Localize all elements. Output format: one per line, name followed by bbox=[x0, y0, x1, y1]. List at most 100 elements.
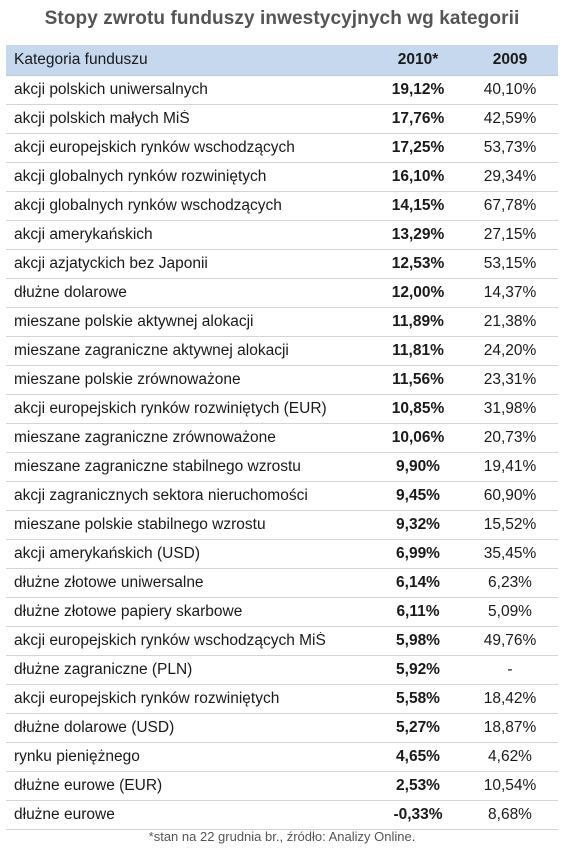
table-row: akcji amerykańskich (USD) 6,99% 35,45% bbox=[6, 540, 558, 569]
value-2010-cell: 19,12% bbox=[391, 81, 445, 98]
value-2010-cell: 12,00% bbox=[391, 284, 445, 301]
category-cell: akcji europejskich rynków rozwiniętych bbox=[14, 690, 280, 707]
table-row: mieszane polskie stabilnego wzrostu 9,32%… bbox=[6, 511, 558, 540]
table-row: akcji europejskich rynków wschodzących 17… bbox=[6, 134, 558, 163]
value-2010-cell: 11,89% bbox=[392, 313, 444, 330]
value-2009-cell: 18,87% bbox=[483, 719, 537, 736]
value-2009-cell: 18,42% bbox=[483, 690, 537, 707]
table-row: akcji zagranicznych sektora nieruchomośc… bbox=[6, 482, 558, 511]
table-row: mieszane zagraniczne stabilnego wzrostu 9… bbox=[6, 453, 558, 482]
category-cell: mieszane zagraniczne aktywnej alokacji bbox=[14, 342, 289, 359]
value-2009-cell: 4,62% bbox=[488, 748, 532, 765]
category-cell: akcji globalnych rynków rozwiniętych bbox=[14, 168, 267, 185]
category-cell: mieszane zagraniczne stabilnego wzrostu bbox=[14, 458, 301, 475]
table-row: akcji globalnych rynków rozwiniętych 16,1… bbox=[6, 163, 558, 192]
value-2010-cell: 12,53% bbox=[391, 255, 445, 272]
category-cell: dłużne dolarowe (USD) bbox=[14, 719, 175, 736]
value-2010-cell: 5,98% bbox=[396, 632, 440, 649]
table-header: Kategoria funduszu 2010* 2009 bbox=[6, 45, 558, 76]
value-2009-cell: 10,54% bbox=[483, 777, 537, 794]
category-cell: dłużne złotowe uniwersalne bbox=[14, 574, 204, 591]
value-2009-cell: 31,98% bbox=[483, 400, 537, 417]
category-cell: dłużne zagraniczne (PLN) bbox=[14, 661, 193, 678]
table-title: Stopy zwrotu funduszy inwestycyjnych wg … bbox=[44, 8, 520, 29]
category-cell: dłużne eurowe bbox=[14, 806, 115, 823]
value-2009-cell: 27,15% bbox=[483, 226, 537, 243]
value-2010-cell: 16,10% bbox=[391, 168, 445, 185]
header-2009: 2009 bbox=[492, 51, 528, 68]
value-2010-cell: 6,14% bbox=[396, 574, 440, 591]
value-2009-cell: 53,15% bbox=[483, 255, 537, 272]
category-cell: akcji europejskich rynków wschodzących bbox=[14, 139, 295, 156]
table-row: dłużne eurowe -0,33% 8,68% bbox=[6, 801, 558, 830]
table-row: mieszane polskie zrównoważone 11,56% 23,31… bbox=[6, 366, 558, 395]
category-cell: akcji zagranicznych sektora nieruchomośc… bbox=[14, 487, 308, 504]
category-cell: mieszane polskie aktywnej alokacji bbox=[14, 313, 254, 330]
table-row: dłużne złotowe uniwersalne 6,14% 6,23% bbox=[6, 569, 558, 598]
value-2010-cell: 5,92% bbox=[396, 661, 440, 678]
value-2010-cell: 10,85% bbox=[391, 400, 445, 417]
value-2010-cell: 14,15% bbox=[391, 197, 445, 214]
value-2009-cell: 8,68% bbox=[488, 806, 532, 823]
value-2009-cell: 21,38% bbox=[483, 313, 537, 330]
value-2009-cell: 29,34% bbox=[483, 168, 537, 185]
table-row: akcji azjatyckich bez Japonii 12,53% 53,15… bbox=[6, 250, 558, 279]
footnote: *stan na 22 grudnia br., źródło: Analizy… bbox=[148, 829, 416, 844]
value-2009-cell: 23,31% bbox=[483, 371, 537, 388]
value-2009-cell: 14,37% bbox=[483, 284, 537, 301]
category-cell: akcji azjatyckich bez Japonii bbox=[14, 255, 208, 272]
category-cell: rynku pieniężnego bbox=[14, 748, 140, 765]
table-row: dłużne zagraniczne (PLN) 5,92% - bbox=[6, 656, 558, 685]
category-cell: akcji globalnych rynków wschodzących bbox=[14, 197, 282, 214]
table-row: akcji europejskich rynków wschodzących M… bbox=[6, 627, 558, 656]
table-row: dłużne dolarowe 12,00% 14,37% bbox=[6, 279, 558, 308]
category-cell: dłużne eurowe (EUR) bbox=[14, 777, 163, 794]
table-row: akcji polskich małych MiŚ 17,76% 42,59% bbox=[6, 105, 558, 134]
value-2010-cell: 6,99% bbox=[396, 545, 440, 562]
table-row: akcji polskich uniwersalnych 19,12% 40,10% bbox=[6, 76, 558, 105]
value-2010-cell: 4,65% bbox=[396, 748, 440, 765]
table-body: akcji polskich uniwersalnych 19,12% 40,10%… bbox=[6, 76, 558, 830]
value-2009-cell: 15,52% bbox=[483, 516, 537, 533]
value-2009-cell: 67,78% bbox=[483, 197, 537, 214]
table-row: dłużne złotowe papiery skarbowe 6,11% 5,09… bbox=[6, 598, 558, 627]
category-cell: dłużne dolarowe bbox=[14, 284, 127, 301]
table-row: rynku pieniężnego 4,65% 4,62% bbox=[6, 743, 558, 772]
value-2010-cell: 9,45% bbox=[396, 487, 440, 504]
table-row: mieszane zagraniczne zrównoważone 10,06% 2… bbox=[6, 424, 558, 453]
value-2010-cell: 11,56% bbox=[392, 371, 444, 388]
category-cell: akcji europejskich rynków wschodzących M… bbox=[14, 632, 326, 649]
value-2010-cell: 6,11% bbox=[396, 603, 440, 620]
value-2010-cell: 9,32% bbox=[396, 516, 440, 533]
value-2009-cell: 5,09% bbox=[488, 603, 532, 620]
value-2009-cell: 53,73% bbox=[483, 139, 537, 156]
value-2009-cell: 24,20% bbox=[483, 342, 537, 359]
value-2009-cell: 49,76% bbox=[483, 632, 537, 649]
category-cell: akcji polskich uniwersalnych bbox=[14, 81, 208, 98]
category-cell: mieszane polskie zrównoważone bbox=[14, 371, 241, 388]
value-2010-cell: 5,27% bbox=[396, 719, 440, 736]
category-cell: mieszane polskie stabilnego wzrostu bbox=[14, 516, 266, 533]
header-2010: 2010* bbox=[397, 51, 439, 68]
value-2010-cell: 13,29% bbox=[391, 226, 445, 243]
value-2009-cell: 60,90% bbox=[483, 487, 537, 504]
table-row: akcji amerykańskich 13,29% 27,15% bbox=[6, 221, 558, 250]
value-2009-cell: 20,73% bbox=[483, 429, 537, 446]
value-2009-cell: - bbox=[507, 661, 513, 678]
category-cell: akcji amerykańskich (USD) bbox=[14, 545, 201, 562]
value-2009-cell: 6,23% bbox=[488, 574, 532, 591]
table-row: akcji europejskich rynków rozwiniętych (… bbox=[6, 395, 558, 424]
table-row: dłużne dolarowe (USD) 5,27% 18,87% bbox=[6, 714, 558, 743]
table-row: akcji europejskich rynków rozwiniętych 5,… bbox=[6, 685, 558, 714]
table-row: dłużne eurowe (EUR) 2,53% 10,54% bbox=[6, 772, 558, 801]
category-cell: akcji europejskich rynków rozwiniętych (… bbox=[14, 400, 327, 417]
value-2010-cell: 9,90% bbox=[396, 458, 440, 475]
value-2010-cell: 17,25% bbox=[391, 139, 445, 156]
table-row: akcji globalnych rynków wschodzących 14,1… bbox=[6, 192, 558, 221]
value-2010-cell: 2,53% bbox=[396, 777, 440, 794]
value-2010-cell: -0,33% bbox=[393, 806, 443, 823]
value-2009-cell: 35,45% bbox=[483, 545, 537, 562]
table-row: mieszane zagraniczne aktywnej alokacji 11… bbox=[6, 337, 558, 366]
value-2010-cell: 10,06% bbox=[391, 429, 445, 446]
header-category: Kategoria funduszu bbox=[14, 51, 148, 68]
